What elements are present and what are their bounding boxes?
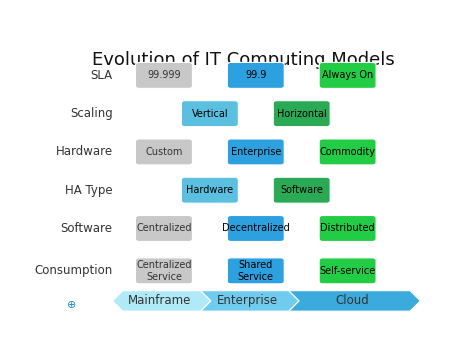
FancyBboxPatch shape xyxy=(182,177,238,203)
Text: Scaling: Scaling xyxy=(70,107,112,120)
Text: Mainframe: Mainframe xyxy=(128,294,191,307)
FancyBboxPatch shape xyxy=(136,139,192,165)
FancyBboxPatch shape xyxy=(228,258,284,284)
Text: Software: Software xyxy=(280,185,323,195)
Text: Vertical: Vertical xyxy=(191,109,228,119)
Polygon shape xyxy=(201,291,299,311)
FancyBboxPatch shape xyxy=(273,101,330,127)
FancyBboxPatch shape xyxy=(136,258,192,284)
Text: 99.9: 99.9 xyxy=(245,70,266,80)
FancyBboxPatch shape xyxy=(182,101,238,127)
Text: Software: Software xyxy=(61,222,112,235)
Text: Cloud: Cloud xyxy=(335,294,369,307)
Text: SLA: SLA xyxy=(91,69,112,82)
Polygon shape xyxy=(112,291,211,311)
Text: Custom: Custom xyxy=(145,147,182,157)
Text: Consumption: Consumption xyxy=(34,264,112,277)
Text: Always On: Always On xyxy=(322,70,373,80)
Text: Hardware: Hardware xyxy=(186,185,233,195)
Text: Horizontal: Horizontal xyxy=(277,109,327,119)
FancyBboxPatch shape xyxy=(228,62,284,88)
Text: Enterprise: Enterprise xyxy=(217,294,278,307)
Text: ⊕: ⊕ xyxy=(66,300,76,311)
FancyBboxPatch shape xyxy=(228,215,284,241)
FancyBboxPatch shape xyxy=(319,62,376,88)
Text: Enterprise: Enterprise xyxy=(230,147,281,157)
FancyBboxPatch shape xyxy=(319,139,376,165)
Text: Hardware: Hardware xyxy=(55,146,112,158)
Polygon shape xyxy=(289,291,420,311)
Text: Evolution of IT Computing Models: Evolution of IT Computing Models xyxy=(91,51,394,69)
Text: Self-service: Self-service xyxy=(319,266,376,276)
FancyBboxPatch shape xyxy=(136,62,192,88)
Text: Centralized: Centralized xyxy=(136,224,191,234)
FancyBboxPatch shape xyxy=(228,139,284,165)
Text: HA Type: HA Type xyxy=(65,184,112,197)
FancyBboxPatch shape xyxy=(319,215,376,241)
Text: Commodity: Commodity xyxy=(319,147,375,157)
Text: Decentralized: Decentralized xyxy=(222,224,290,234)
FancyBboxPatch shape xyxy=(273,177,330,203)
FancyBboxPatch shape xyxy=(136,215,192,241)
Text: 99.999: 99.999 xyxy=(147,70,181,80)
Text: Distributed: Distributed xyxy=(320,224,375,234)
FancyBboxPatch shape xyxy=(319,258,376,284)
Text: Shared
Service: Shared Service xyxy=(238,260,274,282)
Text: Centralized
Service: Centralized Service xyxy=(136,260,191,282)
